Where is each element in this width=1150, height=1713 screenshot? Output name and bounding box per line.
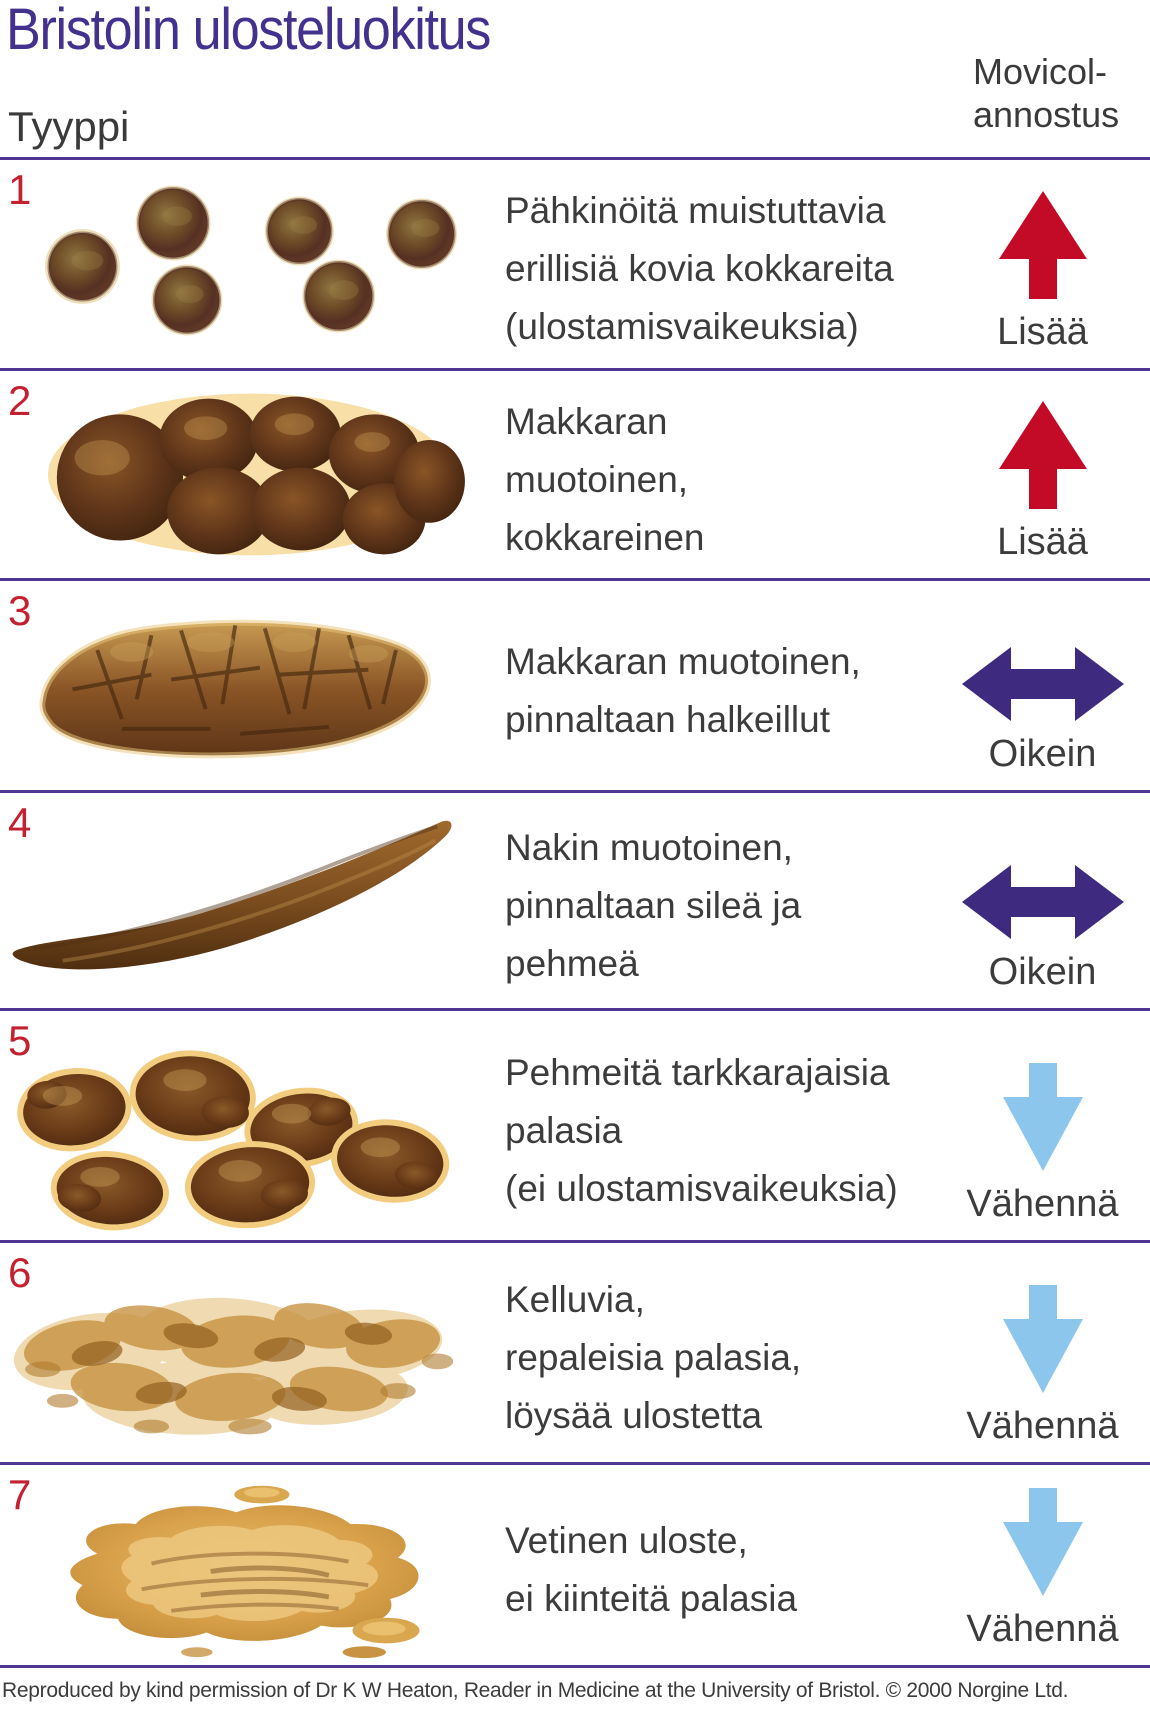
type-number: 2 — [8, 377, 32, 424]
description-line: (ulostamisvaikeuksia) — [505, 306, 859, 347]
description-line: kokkareinen — [505, 516, 705, 558]
description-line: palasia — [505, 1109, 623, 1151]
increase-dose-arrow-icon — [998, 401, 1087, 509]
dose-advice: Vähennä — [935, 1011, 1150, 1240]
stool-type-row-7: 7 — [0, 1462, 1150, 1665]
stool-illustration-fluffy-ragged-pieces — [0, 1243, 505, 1462]
description-line: erillisiä kovia kokkareita — [505, 248, 894, 289]
nut-lumps-icon — [44, 185, 458, 336]
page-title: Bristolin ulosteluokitus — [6, 0, 491, 62]
dose-advice-label: Vähennä — [966, 1405, 1119, 1447]
description-line: muotoinen, — [505, 458, 689, 500]
lumpy-sausage-icon — [47, 393, 465, 556]
description-line: Pähkinöitä muistuttavia — [505, 190, 886, 231]
decrease-dose-arrow-icon — [1002, 1488, 1083, 1596]
stool-illustration-lumpy-sausage — [0, 371, 505, 578]
movicol-header-line2: annostus — [973, 94, 1120, 135]
dose-advice: Oikein — [935, 581, 1150, 790]
column-header-movicol-dose: Movicol- annostus — [973, 50, 1119, 136]
stool-illustration-smooth-soft-sausage — [0, 793, 505, 1008]
dose-advice-label: Vähennä — [966, 1608, 1119, 1650]
type-number: 1 — [8, 166, 32, 213]
stool-type-row-3: 3 — [0, 578, 1150, 790]
chart-header: Bristolin ulosteluokitus Tyyppi Movicol-… — [0, 0, 1150, 157]
description-line: Nakin muotoinen, — [505, 826, 793, 868]
description-line: Pehmeitä tarkkarajaisia — [505, 1051, 890, 1093]
description-line: löysää ulostetta — [505, 1394, 763, 1436]
stool-illustration-separate-hard-nut-lumps — [0, 160, 505, 368]
dose-advice-label: Lisää — [997, 311, 1088, 353]
smooth-sausage-icon — [12, 820, 452, 970]
stool-illustration-soft-blobs — [0, 1011, 505, 1240]
stool-type-row-4: 4 Nakin muotoinen, pinnaltaan sileä ja p… — [0, 790, 1150, 1008]
chart-footer: Reproduced by kind permission of Dr K W … — [0, 1665, 1150, 1713]
dose-advice: Vähennä — [935, 1465, 1150, 1665]
description-line: ei kiinteitä palasia — [505, 1578, 798, 1619]
stool-description: Pähkinöitä muistuttavia erillisiä kovia … — [505, 160, 935, 368]
stool-description: Makkaran muotoinen, kokkareinen — [505, 371, 935, 578]
description-line: Makkaran muotoinen, — [505, 640, 861, 682]
decrease-dose-arrow-icon — [1002, 1285, 1083, 1393]
type-number: 5 — [8, 1017, 32, 1064]
dose-advice: Lisää — [935, 160, 1150, 368]
description-line: (ei ulostamisvaikeuksia) — [505, 1167, 898, 1209]
description-line: pinnaltaan halkeillut — [505, 698, 831, 740]
description-line: Makkaran — [505, 400, 668, 442]
stool-type-row-1: 1 Pähkinöitä muistuttavia erillisiä kovi… — [0, 157, 1150, 368]
stool-illustration-watery-liquid-stool — [0, 1465, 505, 1665]
type-number: 7 — [8, 1471, 32, 1518]
type-number: 4 — [8, 799, 32, 846]
stool-description: Kelluvia, repaleisia palasia, löysää ulo… — [505, 1243, 935, 1462]
type-number: 3 — [8, 587, 32, 634]
decrease-dose-arrow-icon — [1002, 1063, 1083, 1171]
dose-advice-label: Oikein — [988, 733, 1097, 775]
description-line: pehmeä — [505, 942, 639, 984]
correct-dose-arrow-icon — [961, 865, 1124, 939]
description-line: pinnaltaan sileä ja — [505, 884, 802, 926]
dose-advice: Vähennä — [935, 1243, 1150, 1462]
fluffy-pieces-icon — [13, 1297, 454, 1435]
stool-type-row-2: 2 Ma — [0, 368, 1150, 578]
description-line: Kelluvia, — [505, 1278, 645, 1320]
liquid-puddle-icon — [70, 1485, 420, 1659]
soft-blobs-icon — [17, 1050, 450, 1231]
type-number: 6 — [8, 1249, 32, 1296]
stool-type-row-6: 6 — [0, 1240, 1150, 1462]
dose-advice-label: Lisää — [997, 521, 1088, 563]
stool-type-row-5: 5 Pehmeitä tarkkaraj — [0, 1008, 1150, 1240]
dose-advice-label: Oikein — [988, 951, 1097, 993]
dose-advice: Lisää — [935, 371, 1150, 578]
correct-dose-arrow-icon — [961, 647, 1124, 721]
cracked-sausage-icon — [39, 619, 431, 759]
stool-illustration-cracked-sausage — [0, 581, 505, 790]
dose-advice: Oikein — [935, 793, 1150, 1008]
stool-description: Vetinen uloste, ei kiinteitä palasia — [505, 1465, 935, 1665]
stool-description: Makkaran muotoinen, pinnaltaan halkeillu… — [505, 581, 935, 790]
column-header-type: Tyyppi — [8, 103, 130, 150]
dose-advice-label: Vähennä — [966, 1183, 1119, 1225]
movicol-header-line1: Movicol- — [973, 51, 1108, 92]
description-line: Vetinen uloste, — [505, 1520, 748, 1561]
increase-dose-arrow-icon — [998, 191, 1087, 299]
attribution-text: Reproduced by kind permission of Dr K W … — [2, 1678, 1069, 1702]
description-line: repaleisia palasia, — [505, 1336, 802, 1378]
stool-description: Pehmeitä tarkkarajaisia palasia (ei ulos… — [505, 1011, 935, 1240]
stool-description: Nakin muotoinen, pinnaltaan sileä ja peh… — [505, 793, 935, 1008]
